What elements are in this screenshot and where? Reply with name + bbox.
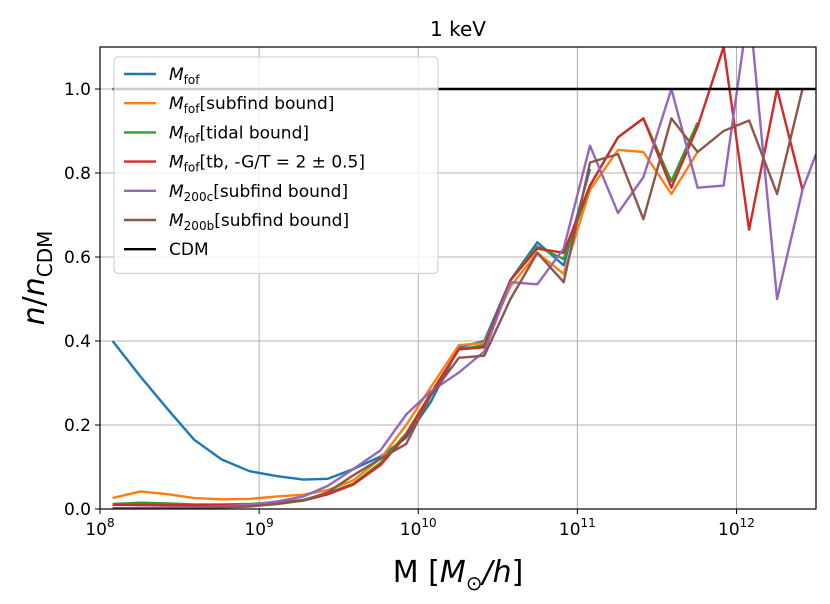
y-tick-label: 0.0 [64, 500, 91, 520]
legend-label: Mfof[subfind bound] [169, 94, 334, 116]
x-tick-label: 1011 [559, 516, 596, 540]
x-tick-label: 1012 [718, 516, 755, 540]
y-axis-label: n/nCDM [17, 231, 57, 326]
y-tick-label: 0.8 [64, 164, 91, 184]
legend-label: Mfof[tidal bound] [169, 123, 309, 145]
legend-label: Mfof [169, 65, 200, 87]
series-line-4 [112, 47, 816, 509]
legend-label: CDM [169, 240, 209, 260]
plot-frame [99, 46, 817, 510]
legend-label: Mfof[tb, -G/T = 2 ± 0.5] [169, 153, 365, 175]
chart-title: 1 keV [430, 17, 486, 41]
x-ticks: 108 109 1010 1011 1012 [85, 509, 755, 540]
x-tick-label: 108 [85, 516, 114, 540]
series-line-1 [112, 148, 699, 501]
series-lines [111, 47, 816, 509]
y-tick-label: 0.6 [64, 248, 91, 268]
x-tick-label: 1010 [400, 516, 437, 540]
y-tick-label: 0.2 [64, 416, 91, 436]
legend-box [113, 56, 439, 274]
legend-label: M200b[subfind bound] [169, 211, 349, 233]
x-axis-label: M [M⊙/h] [393, 555, 524, 595]
series-line-5 [112, 88, 804, 509]
y-tick-label: 0.4 [64, 332, 91, 352]
legend: Mfof Mfof[subfind bound] Mfof[tidal bound]… [113, 56, 439, 274]
y-ticks: 0.0 0.2 0.4 0.6 0.8 1.0 [64, 80, 100, 520]
y-tick-label: 1.0 [64, 80, 91, 100]
legend-label: M200c[subfind bound] [169, 182, 348, 204]
x-tick-label: 109 [244, 516, 273, 540]
